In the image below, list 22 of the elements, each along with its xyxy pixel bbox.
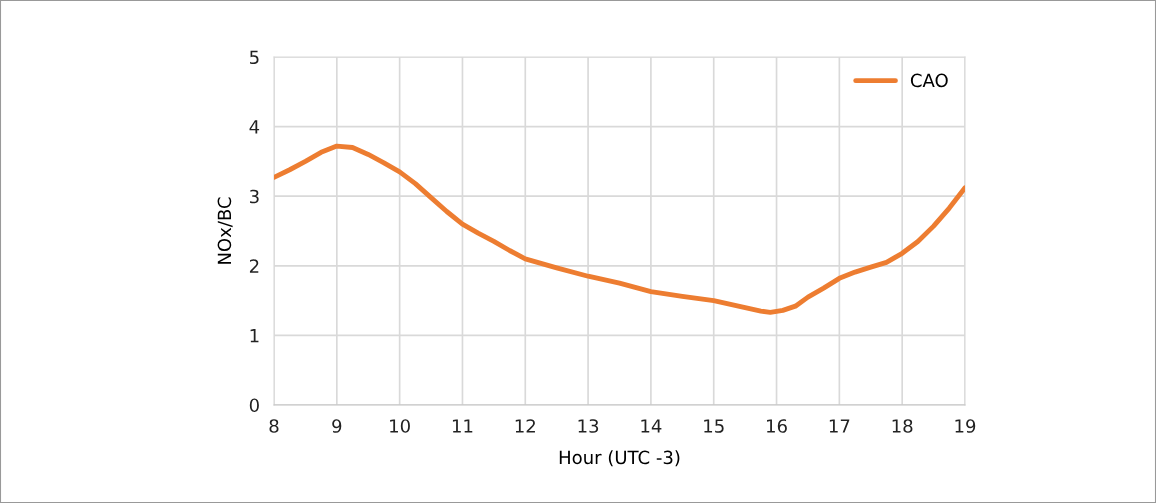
- x-tick-label: 16: [767, 419, 787, 433]
- x-tick-label: 17: [829, 419, 850, 433]
- legend-label: CAO: [910, 73, 948, 88]
- y-tick-label: 1: [250, 329, 259, 343]
- x-tick-label: 12: [515, 419, 535, 433]
- x-tick-label: 13: [578, 419, 599, 433]
- x-tick-label: 9: [332, 419, 342, 433]
- x-tick-label: 14: [641, 419, 662, 433]
- y-tick-label: 2: [249, 259, 259, 273]
- y-tick-label: 3: [250, 189, 259, 204]
- x-tick-label: 18: [892, 419, 913, 433]
- x-axis-title: Hour (UTC -3): [559, 450, 680, 467]
- y-tick-label: 4: [249, 120, 260, 134]
- x-tick-label: 11: [452, 419, 473, 433]
- x-tick-label: 15: [704, 419, 724, 433]
- x-tick-label: 19: [955, 419, 976, 433]
- x-tick-label: 10: [390, 419, 410, 433]
- y-axis-title: NOx/BC: [217, 197, 233, 264]
- y-tick-label: 5: [250, 50, 259, 65]
- x-tick-label: 8: [269, 419, 279, 433]
- y-tick-label: 0: [249, 398, 259, 413]
- line-series: [274, 143, 965, 315]
